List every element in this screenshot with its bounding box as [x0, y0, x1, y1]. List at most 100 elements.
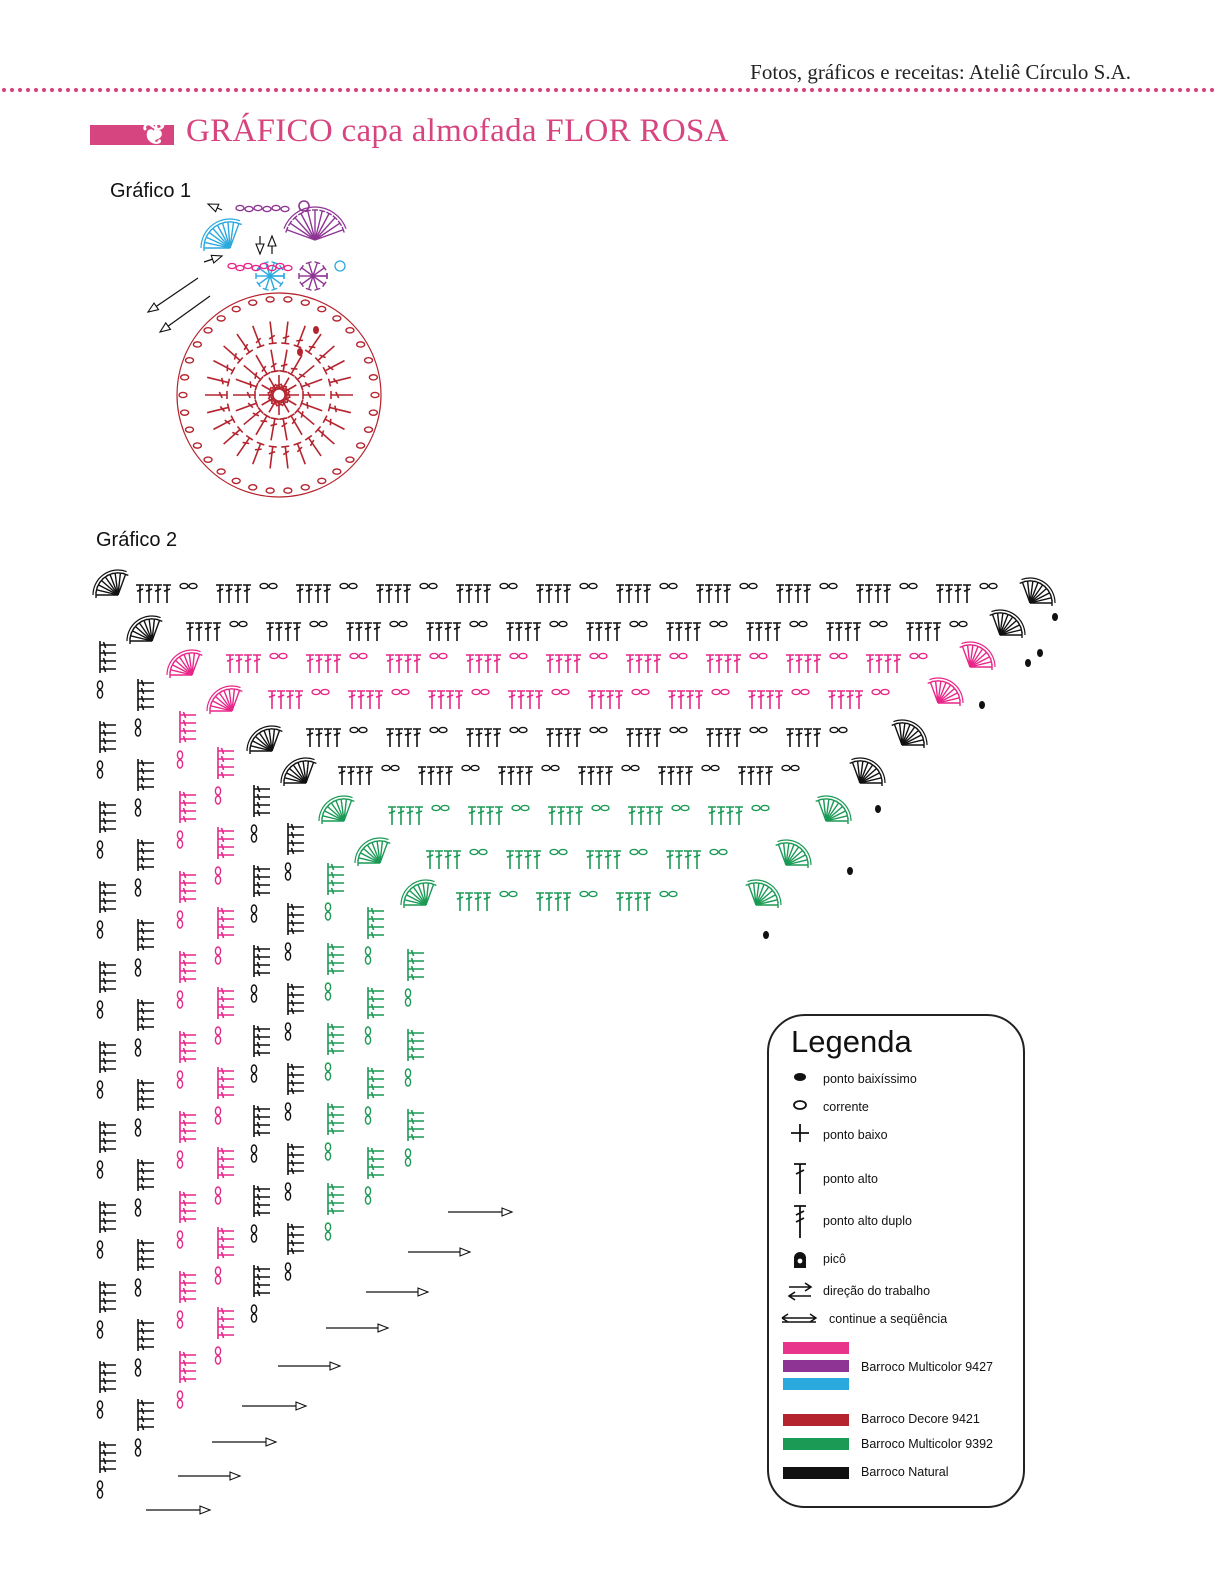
chain-stitch [96, 769, 104, 779]
double-crochet-stitch [637, 806, 645, 825]
double-crochet-stitch [99, 1225, 116, 1233]
double-crochet-stitch [286, 690, 294, 709]
double-crochet-stitch [557, 806, 565, 825]
double-crochet-stitch [217, 843, 234, 851]
chain-stitch [404, 997, 412, 1007]
legend-label: ponto baixo [823, 1128, 888, 1142]
double-crochet-stitch [179, 1359, 196, 1367]
chain-stitch [324, 911, 332, 921]
legend-label: ponto baixíssimo [823, 1072, 917, 1086]
corner-fan [775, 839, 812, 868]
chain-stitch [248, 299, 258, 306]
double-crochet-stitch [765, 766, 773, 785]
double-crochet-stitch [205, 391, 228, 399]
double-crochet-stitch [643, 584, 651, 603]
double-crochet-stitch [302, 391, 325, 399]
chain-stitch [96, 1240, 104, 1250]
chain-stitch [589, 652, 599, 660]
work-direction-icon [787, 1282, 813, 1301]
double-crochet-stitch [573, 728, 581, 747]
chain-stitch [908, 582, 918, 590]
double-crochet-stitch [137, 1079, 154, 1087]
chain-stitch [358, 726, 368, 734]
double-crochet-stitch [306, 728, 314, 747]
double-crochet-stitch [367, 1067, 384, 1075]
double-crochet-stitch [179, 727, 196, 735]
double-crochet-stitch [99, 889, 116, 897]
chain-stitch [470, 764, 480, 772]
double-crochet-stitch [766, 690, 774, 709]
double-crochet-stitch [179, 871, 196, 879]
double-crochet-stitch [99, 729, 116, 737]
chain-stitch [878, 620, 888, 628]
chain-stitch [179, 582, 189, 590]
double-crochet-stitch [314, 584, 322, 603]
double-crochet-stitch [179, 1127, 196, 1135]
double-crochet-stitch [213, 622, 221, 641]
chain-stitch [134, 887, 142, 897]
double-crochet-stitch [407, 965, 424, 973]
double-crochet-stitch [644, 654, 652, 673]
chain-stitch [214, 1346, 222, 1356]
chain-stitch [709, 848, 719, 856]
double-crochet-stitch [137, 1159, 154, 1167]
double-crochet-stitch [625, 584, 633, 603]
chain-stitch [368, 409, 379, 416]
chain-stitch [718, 620, 728, 628]
double-crochet-stitch [253, 1105, 270, 1113]
swatch-green [783, 1438, 849, 1450]
chain-stitch [819, 582, 829, 590]
double-crochet-stitch [137, 1183, 154, 1191]
credit-line: Fotos, gráficos e receitas: Ateliê Círcu… [750, 60, 1131, 84]
chain-stitch [579, 890, 589, 898]
legend-title: Legenda [791, 1024, 912, 1059]
double-crochet-stitch [268, 445, 277, 469]
double-crochet-stitch [804, 728, 812, 747]
double-crochet-stitch [498, 766, 506, 785]
double-crochet-stitch [684, 850, 692, 869]
chain-stitch [398, 620, 408, 628]
chain-stitch [469, 620, 479, 628]
direction-arrow [146, 277, 199, 313]
double-crochet-stitch [586, 622, 594, 641]
double-crochet-stitch [217, 1243, 234, 1251]
chain-icon [793, 1100, 807, 1110]
double-crochet-stitch [684, 622, 692, 641]
double-crochet-stitch [924, 622, 932, 641]
double-crochet-stitch [445, 766, 453, 785]
double-crochet-stitch [407, 973, 424, 981]
double-crochet-stitch [595, 850, 603, 869]
chain-stitch [235, 204, 245, 212]
chain-stitch [96, 849, 104, 859]
chain-stitch [381, 764, 391, 772]
double-crochet-stitch [99, 897, 116, 905]
double-crochet-stitch [786, 654, 794, 673]
double-crochet-stitch [327, 1103, 344, 1111]
corner-fan [849, 757, 886, 786]
chain-stitch [284, 1271, 292, 1281]
chain-stitch [176, 759, 184, 769]
chain-stitch [720, 688, 730, 696]
double-crochet-stitch [367, 1075, 384, 1083]
double-crochet-stitch [255, 413, 271, 436]
swatch-purple [783, 1360, 849, 1372]
double-crochet-stitch [179, 1295, 196, 1303]
double-crochet-stitch [327, 403, 352, 414]
double-crochet-stitch [136, 584, 144, 603]
chain-stitch [283, 487, 293, 494]
chain-stitch [250, 1304, 258, 1314]
yarn-label: Barroco Multicolor 9427 [861, 1360, 994, 1374]
double-crochet-stitch [493, 728, 501, 747]
double-crochet-stitch [906, 622, 914, 641]
double-crochet-stitch [708, 806, 716, 825]
chain-stitch [621, 764, 631, 772]
double-crochet-stitch [179, 887, 196, 895]
double-crochet-stitch [626, 728, 634, 747]
double-crochet-stitch [223, 345, 244, 365]
double-crochet-stitch [213, 359, 236, 375]
chain-stitch [96, 1169, 104, 1179]
double-crochet-stitch [99, 1041, 116, 1049]
chain-stitch [265, 296, 275, 303]
double-crochet-stitch [137, 1343, 154, 1351]
chain-stitch [678, 652, 688, 660]
